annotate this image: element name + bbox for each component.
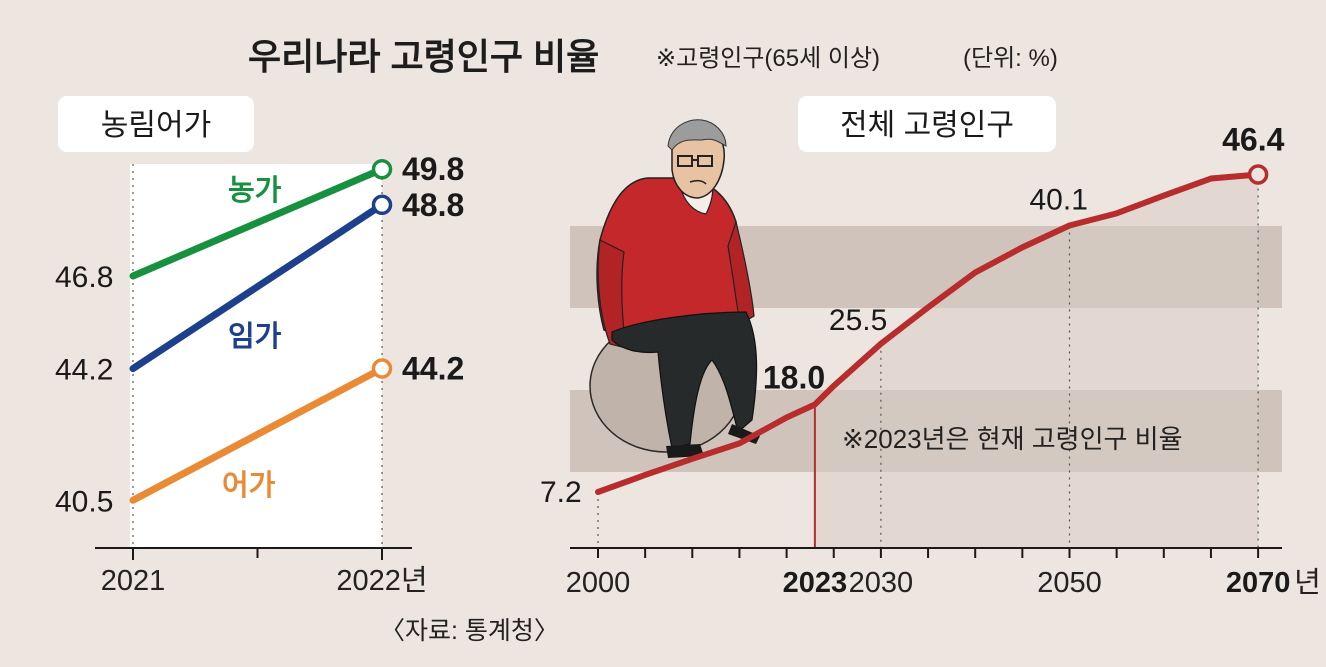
left-end-label-0: 49.8	[402, 151, 464, 187]
total-elderly-panel: 전체 고령인구 7.2 18.025.5 40.1 46.4 ※2023년은 현재 고…	[540, 96, 1321, 599]
left-tick-label-0: 2021	[101, 565, 166, 597]
projection-shading	[814, 174, 1259, 549]
right-tick-label-0: 2000	[566, 567, 631, 599]
left-end-label-1: 48.8	[402, 187, 464, 223]
left-panel-label-box	[58, 96, 254, 152]
chart-title: 우리나라 고령인구 비율	[248, 36, 599, 77]
chart-note: ※고령인구(65세 이상)	[656, 45, 880, 72]
total-value-label-0: 7.2	[540, 476, 582, 509]
projection-area	[814, 174, 1259, 549]
total-value-label-3: 40.1	[1030, 184, 1088, 217]
elderly-man-sitting-on-ball-illustration	[589, 119, 760, 458]
right-panel-label-box	[798, 96, 1056, 152]
right-tick-label-4: 2070	[1226, 567, 1291, 599]
right-tick-label-1: 2023	[783, 567, 848, 599]
left-x-ticks: 2021 2022년	[101, 548, 428, 597]
left-plot-area	[130, 164, 382, 548]
left-panel-title: 농림어가	[101, 109, 211, 142]
left-start-label-2: 40.5	[55, 485, 113, 518]
right-series-group: 7.2 18.025.5 40.1 46.4	[540, 121, 1285, 509]
left-end-label-2: 44.2	[402, 351, 464, 387]
right-tick-label-3: 2050	[1037, 567, 1102, 599]
total-series-line	[595, 171, 1262, 495]
left-series-line-2	[129, 365, 386, 504]
right-tick-label-2: 2030	[849, 567, 914, 599]
left-series-name-0: 농가	[228, 174, 282, 207]
left-guide-lines	[132, 164, 383, 548]
current-year-note: ※2023년은 현재 고령인구 비율	[842, 424, 1183, 454]
total-value-label-2: 25.5	[829, 304, 887, 337]
left-start-label-0: 46.8	[55, 261, 113, 294]
left-start-label-1: 44.2	[55, 354, 113, 387]
left-series-line-0	[129, 165, 386, 280]
chart-unit: (단위: %)	[963, 45, 1058, 72]
right-x-unit: 년	[1294, 567, 1321, 599]
current-year-annotation: ※2023년은 현재 고령인구 비율	[813, 404, 1183, 548]
left-series-line-1	[129, 201, 386, 373]
source-note: 〈자료: 통계청〉	[380, 617, 559, 645]
right-x-ticks: 2000 2023 2030 2050 2070 년	[566, 548, 1321, 599]
left-series-name-1: 임가	[228, 320, 282, 353]
left-series-endpoint-1	[371, 194, 393, 216]
right-panel-title: 전체 고령인구	[840, 109, 1014, 142]
left-tick-label-1: 2022년	[336, 565, 427, 597]
left-series-endpoint-2	[371, 358, 393, 379]
total-series-endpoint	[1247, 164, 1269, 185]
left-series-endpoint-0	[371, 158, 393, 180]
left-series-name-2: 어가	[222, 469, 276, 502]
total-value-label-4: 46.4	[1222, 121, 1284, 157]
total-value-label-1: 18.0	[763, 360, 825, 396]
